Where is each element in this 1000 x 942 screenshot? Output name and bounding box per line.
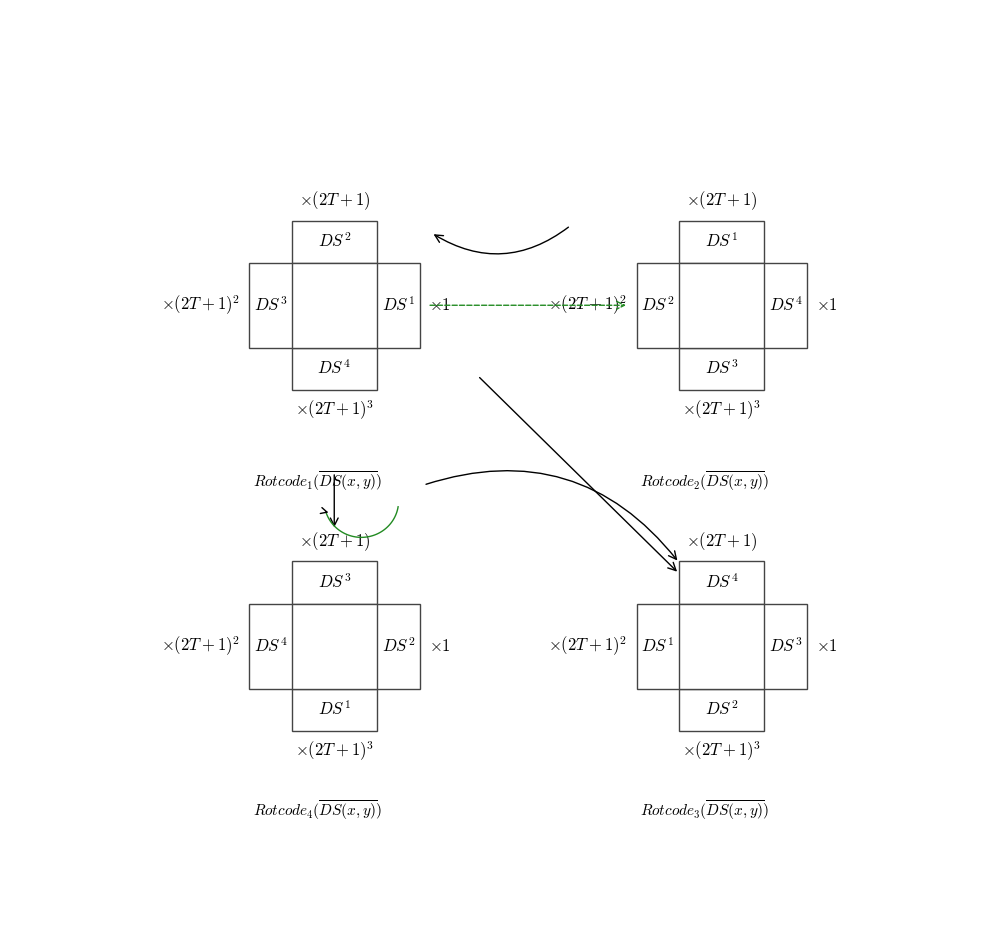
Text: $\times(2T+1)^3$: $\times(2T+1)^3$	[682, 398, 761, 422]
Text: $\mathit{DS}^3$: $\mathit{DS}^3$	[705, 360, 738, 378]
Text: $\times(2T+1)^2$: $\times(2T+1)^2$	[548, 634, 627, 658]
Bar	[679, 263, 764, 348]
Text: $\mathit{DS}^4$: $\mathit{DS}^4$	[769, 296, 802, 315]
Bar	[292, 561, 377, 604]
Text: $\mathit{DS}^3$: $\mathit{DS}^3$	[769, 637, 802, 656]
Bar	[292, 689, 377, 731]
Bar	[679, 689, 764, 731]
Text: $\times(2T+1)^3$: $\times(2T+1)^3$	[295, 398, 374, 422]
Text: $\times(2T+1)$: $\times(2T+1)$	[299, 189, 370, 212]
Text: $\times(2T+1)$: $\times(2T+1)$	[686, 530, 757, 553]
Text: $\mathit{DS}^2$: $\mathit{DS}^2$	[382, 637, 415, 656]
Text: $\mathit{DS}^1$: $\mathit{DS}^1$	[705, 233, 738, 252]
Text: $\mathit{Rotcode}_3(\overline{DS(x,y)})$: $\mathit{Rotcode}_3(\overline{DS(x,y)})$	[640, 799, 770, 822]
Text: $\times(2T+1)$: $\times(2T+1)$	[686, 189, 757, 212]
Text: $\mathit{DS}^2$: $\mathit{DS}^2$	[641, 296, 674, 315]
Text: $\mathit{DS}^4$: $\mathit{DS}^4$	[254, 637, 287, 656]
Text: $\mathit{DS}^1$: $\mathit{DS}^1$	[318, 700, 351, 719]
Text: $\times1$: $\times1$	[816, 296, 838, 315]
Bar	[679, 561, 764, 604]
Bar	[292, 348, 377, 390]
Text: $\times(2T+1)^2$: $\times(2T+1)^2$	[548, 294, 627, 317]
Bar	[292, 220, 377, 263]
Text: $\mathit{DS}^4$: $\mathit{DS}^4$	[317, 360, 351, 378]
Bar	[292, 263, 377, 348]
Bar	[679, 220, 764, 263]
Text: $\mathit{DS}^3$: $\mathit{DS}^3$	[254, 296, 287, 315]
Text: $\times(2T+1)^3$: $\times(2T+1)^3$	[295, 739, 374, 763]
Text: $\mathit{DS}^4$: $\mathit{DS}^4$	[705, 574, 739, 592]
Text: $\mathit{DS}^2$: $\mathit{DS}^2$	[705, 700, 738, 719]
Bar	[249, 604, 420, 689]
Bar	[679, 348, 764, 390]
Bar	[679, 604, 764, 689]
Text: $\mathit{DS}^1$: $\mathit{DS}^1$	[641, 637, 674, 656]
Bar	[249, 263, 420, 348]
Text: $\mathit{DS}^1$: $\mathit{DS}^1$	[382, 296, 415, 315]
Text: $\times(2T+1)^2$: $\times(2T+1)^2$	[161, 294, 240, 317]
Bar	[637, 263, 807, 348]
Text: $\mathit{DS}^2$: $\mathit{DS}^2$	[318, 233, 351, 252]
Text: $\times1$: $\times1$	[816, 637, 838, 656]
Text: $\times1$: $\times1$	[429, 637, 451, 656]
Text: $\times(2T+1)^2$: $\times(2T+1)^2$	[161, 634, 240, 658]
Text: $\times(2T+1)^3$: $\times(2T+1)^3$	[682, 739, 761, 763]
Text: $\mathit{Rotcode}_1(\overline{DS(x,y)})$: $\mathit{Rotcode}_1(\overline{DS(x,y)})$	[253, 470, 382, 494]
Text: $\mathit{DS}^3$: $\mathit{DS}^3$	[318, 574, 351, 592]
Bar	[292, 604, 377, 689]
Text: $\mathit{Rotcode}_2(\overline{DS(x,y)})$: $\mathit{Rotcode}_2(\overline{DS(x,y)})$	[640, 470, 770, 494]
Text: $\times(2T+1)$: $\times(2T+1)$	[299, 530, 370, 553]
Bar	[637, 604, 807, 689]
Text: $\mathit{Rotcode}_4(\overline{DS(x,y)})$: $\mathit{Rotcode}_4(\overline{DS(x,y)})$	[253, 799, 382, 822]
Text: $\times1$: $\times1$	[429, 296, 451, 315]
